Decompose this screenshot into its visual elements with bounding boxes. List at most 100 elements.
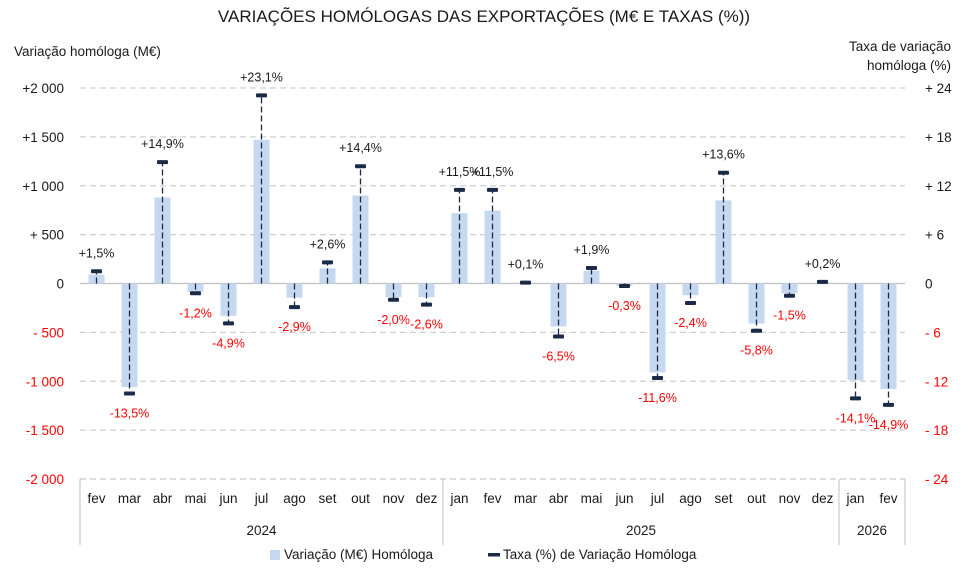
right-tick-label: - 24 bbox=[925, 472, 949, 487]
bar bbox=[220, 283, 237, 316]
month-label: nov bbox=[383, 491, 405, 506]
month-label: set bbox=[318, 491, 336, 506]
bar bbox=[418, 283, 435, 298]
rate-label: +1,5% bbox=[79, 246, 115, 260]
rate-label: +14,9% bbox=[141, 137, 184, 151]
rate-marker bbox=[124, 391, 135, 396]
legend-bar-swatch bbox=[270, 550, 280, 560]
rate-marker bbox=[91, 269, 102, 274]
month-label: jul bbox=[254, 491, 269, 506]
bar bbox=[583, 270, 600, 284]
left-tick-label: +2 000 bbox=[22, 81, 64, 96]
right-tick-label: + 12 bbox=[925, 179, 952, 194]
rate-label: -13,5% bbox=[110, 406, 150, 420]
month-label: mar bbox=[514, 491, 538, 506]
right-tick-label: 0 bbox=[925, 277, 933, 292]
bar bbox=[880, 283, 897, 390]
left-tick-label: +1 500 bbox=[22, 130, 64, 145]
rate-label: -6,5% bbox=[542, 349, 575, 363]
rate-label: -2,6% bbox=[410, 318, 443, 332]
bar bbox=[154, 197, 171, 284]
bar bbox=[253, 139, 270, 284]
left-tick-label: -1 000 bbox=[26, 374, 64, 389]
rate-label: +14,4% bbox=[339, 141, 382, 155]
month-label: jun bbox=[218, 491, 237, 506]
rate-marker bbox=[157, 160, 168, 165]
rate-marker bbox=[751, 328, 762, 333]
rate-marker bbox=[487, 187, 498, 192]
left-tick-label: -2 000 bbox=[26, 472, 64, 487]
left-tick-label: -1 500 bbox=[26, 423, 64, 438]
rate-marker bbox=[718, 170, 729, 175]
month-label: jun bbox=[614, 491, 633, 506]
legend: Variação (M€) Homóloga Taxa (%) de Varia… bbox=[270, 547, 697, 562]
rate-label: -11,6% bbox=[638, 391, 677, 405]
left-tick-label: 0 bbox=[56, 277, 64, 292]
rate-marker bbox=[322, 260, 333, 265]
rate-label: +1,9% bbox=[574, 243, 610, 257]
rate-label: -5,8% bbox=[740, 344, 773, 358]
x-axis: fev mar abr mai jun jul ago set out nov dez jan fev m… bbox=[79, 478, 906, 545]
legend-bar-label: Variação (M€) Homóloga bbox=[284, 547, 434, 562]
left-tick-label: + 500 bbox=[30, 228, 64, 243]
month-label: ago bbox=[283, 491, 306, 506]
bar bbox=[451, 213, 468, 284]
month-label: nov bbox=[779, 491, 801, 506]
left-tick-label: +1 000 bbox=[22, 179, 64, 194]
rate-series bbox=[91, 93, 894, 407]
rate-marker bbox=[883, 402, 894, 407]
right-tick-label: + 6 bbox=[925, 228, 944, 243]
month-label: abr bbox=[153, 491, 173, 506]
month-label: mai bbox=[581, 491, 603, 506]
rate-label: +23,1% bbox=[240, 70, 283, 84]
rate-marker bbox=[553, 334, 564, 339]
rate-marker bbox=[454, 187, 465, 192]
rate-marker bbox=[256, 93, 267, 98]
rate-marker bbox=[190, 291, 201, 296]
rate-label: -2,0% bbox=[377, 313, 410, 327]
rate-marker bbox=[817, 279, 828, 284]
rate-label: -0,3% bbox=[608, 299, 641, 313]
rate-marker bbox=[850, 396, 861, 401]
right-tick-label: - 18 bbox=[925, 423, 948, 438]
left-axis: +2 000 +1 500 +1 000 + 500 0 - 500 -1 000 -1 50… bbox=[22, 81, 64, 487]
rate-label: -14,9% bbox=[869, 418, 909, 432]
rate-marker bbox=[289, 305, 300, 310]
rate-label: +0,2% bbox=[805, 257, 841, 271]
rate-label: -14,1% bbox=[836, 411, 876, 425]
year-label: 2025 bbox=[626, 523, 656, 538]
month-label: set bbox=[714, 491, 732, 506]
rate-label: +11,5% bbox=[439, 165, 481, 179]
legend-marker-label: Taxa (%) de Variação Homóloga bbox=[503, 547, 697, 562]
rate-label: -2,4% bbox=[674, 316, 707, 330]
right-tick-label: - 6 bbox=[925, 325, 941, 340]
month-label: ago bbox=[679, 491, 702, 506]
month-label: fev bbox=[879, 491, 897, 506]
month-label: jul bbox=[650, 491, 665, 506]
month-label: dez bbox=[812, 491, 834, 506]
rate-label: +2,6% bbox=[310, 237, 346, 251]
right-tick-label: + 18 bbox=[925, 130, 952, 145]
rate-marker bbox=[355, 164, 366, 169]
right-axis: + 24 + 18 + 12 + 6 0 - 6 - 12 - 18 - 24 bbox=[925, 81, 952, 487]
month-label: mai bbox=[185, 491, 207, 506]
rate-marker bbox=[619, 283, 630, 288]
rate-marker bbox=[685, 301, 696, 306]
rate-label: -1,5% bbox=[773, 309, 806, 323]
bar bbox=[352, 195, 369, 284]
bar bbox=[385, 283, 402, 298]
rate-label: -4,9% bbox=[212, 336, 245, 350]
month-label: out bbox=[747, 491, 766, 506]
rate-label: +11,5% bbox=[472, 165, 514, 179]
month-label: fev bbox=[483, 491, 501, 506]
rate-labels: +1,5% -13,5% +14,9% -1,2% -4,9% +23,1% -2,9% +2… bbox=[79, 70, 909, 432]
right-axis-title-line1: Taxa de variação bbox=[849, 39, 951, 54]
rate-marker bbox=[223, 321, 234, 326]
right-axis-title-line2: homóloga (%) bbox=[867, 58, 951, 73]
bar bbox=[319, 268, 336, 284]
rate-label: -1,2% bbox=[179, 306, 212, 320]
month-label: abr bbox=[549, 491, 569, 506]
bar bbox=[286, 283, 303, 298]
rate-label: +0,1% bbox=[508, 258, 544, 272]
